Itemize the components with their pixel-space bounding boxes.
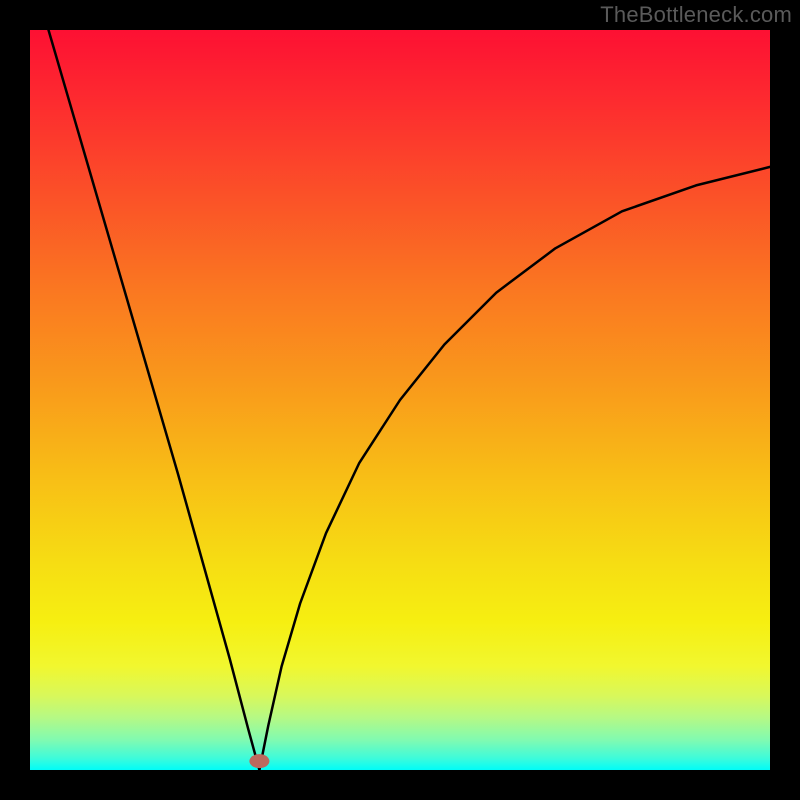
chart-container: TheBottleneck.com (0, 0, 800, 800)
bottleneck-chart (0, 0, 800, 800)
minimum-marker (249, 754, 269, 768)
watermark-text: TheBottleneck.com (600, 2, 792, 28)
